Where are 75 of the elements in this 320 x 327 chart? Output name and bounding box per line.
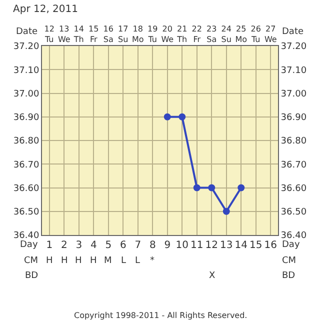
- text: H: [61, 256, 68, 266]
- text: *: [150, 256, 155, 266]
- x-tick-label: 4: [90, 240, 97, 251]
- x-tick-label: 1: [46, 240, 53, 251]
- x2-tick-label: 25 Mo: [235, 24, 248, 44]
- y-tick-label: 36.40: [13, 231, 40, 242]
- point: [238, 184, 245, 192]
- y2-tick-label: 37.20: [280, 42, 307, 52]
- y-tick-label: 36.60: [13, 184, 40, 194]
- text: L: [135, 256, 140, 266]
- point: [193, 184, 200, 192]
- x-tick-label: 3: [76, 240, 82, 251]
- point: [164, 113, 171, 120]
- point: [208, 184, 216, 192]
- x2-tick-label: 24 Su: [221, 24, 232, 44]
- x2-tick-label: 17 Su: [118, 24, 128, 44]
- text: H: [75, 256, 82, 266]
- x-axis-title: Day: [282, 240, 300, 250]
- y2-tick-label: 37.10: [280, 66, 307, 76]
- x-tick-label: 11: [190, 240, 204, 251]
- text: L: [121, 256, 126, 266]
- text: Date: [16, 27, 38, 37]
- x2-tick-label: 14 Th: [72, 24, 84, 44]
- text: BD: [282, 271, 296, 281]
- point: [178, 113, 186, 120]
- x-tick-label: 14: [234, 240, 248, 251]
- y-tick-label: 37.00: [13, 89, 40, 100]
- x-tick-label: 7: [134, 240, 142, 251]
- text: M: [104, 256, 112, 266]
- y-tick-label: 36.50: [13, 208, 40, 218]
- x2-tick-label: 19 Tu: [147, 24, 158, 44]
- x2-tick-label: 15 Fr: [88, 24, 99, 44]
- x-tick-label: 13: [220, 240, 233, 251]
- text: CM: [24, 256, 38, 266]
- x2-tick-label: 22 Fr: [192, 24, 202, 44]
- x2-tick-label: 23 Sa: [206, 24, 217, 44]
- text: H: [90, 256, 97, 266]
- x2-tick-label: 18 Mo: [132, 24, 144, 44]
- y-tick-label: 36.90: [13, 113, 40, 124]
- x-tick-label: 9: [164, 240, 171, 251]
- text: CM: [282, 256, 296, 266]
- x2-tick-label: 16 Sa: [103, 24, 114, 44]
- point: [222, 208, 230, 215]
- chart-title: Apr 12, 2011: [13, 4, 78, 15]
- y2-tick-label: 36.50: [280, 208, 307, 218]
- text: Copyright 1998-2011 - All Rights Reserved.: [74, 311, 248, 320]
- y2-tick-label: 36.80: [280, 136, 307, 147]
- x2-tick-label: 20 We: [161, 24, 174, 44]
- text: H: [46, 256, 53, 266]
- x2-axis-title: Date: [282, 27, 304, 37]
- x2-tick-label: 27 We: [264, 24, 277, 44]
- y2-tick-label: 36.40: [280, 231, 307, 242]
- text: Day: [20, 240, 38, 250]
- x2-tick-label: 21 Th: [176, 24, 188, 44]
- text: BD: [25, 271, 38, 281]
- x-tick-label: 12: [205, 240, 218, 251]
- y2-tick-label: 37.00: [280, 89, 307, 100]
- y2-tick-label: 36.60: [280, 184, 307, 194]
- x-tick-label: 6: [120, 240, 126, 251]
- y-tick-label: 37.20: [13, 42, 40, 52]
- x-tick-label: 5: [105, 240, 112, 251]
- y-tick-label: 37.10: [13, 66, 40, 76]
- text: X: [209, 271, 216, 281]
- x-tick-label: 15: [250, 240, 262, 251]
- y2-tick-label: 36.90: [280, 113, 307, 124]
- x2-tick-label: 13 We: [58, 24, 70, 44]
- x-tick-label: 2: [60, 240, 68, 251]
- x-tick-label: 16: [264, 240, 277, 251]
- x-tick-label: 8: [149, 240, 156, 251]
- y2-tick-label: 36.70: [280, 160, 307, 170]
- y-tick-label: 36.70: [13, 160, 40, 170]
- x2-tick-label: 26 Tu: [250, 24, 261, 44]
- x-tick-label: 10: [176, 240, 188, 251]
- x2-tick-label: 12 Tu: [44, 24, 54, 44]
- y-tick-label: 36.80: [13, 136, 40, 147]
